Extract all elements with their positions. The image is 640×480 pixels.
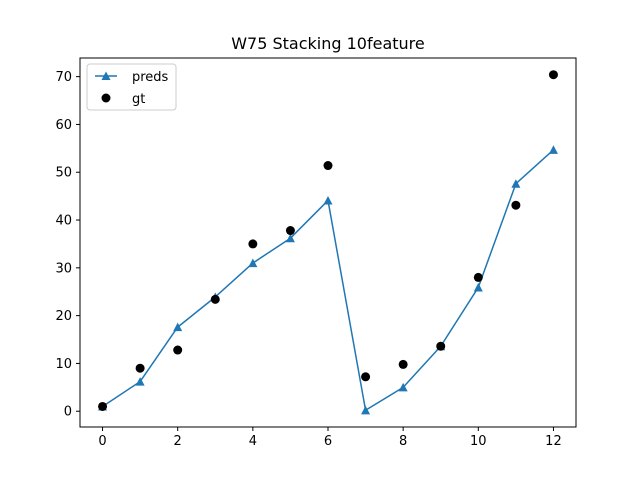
gt-point bbox=[436, 341, 446, 351]
x-tick-label: 12 bbox=[545, 434, 562, 449]
preds-point bbox=[323, 195, 333, 205]
y-tick-label: 50 bbox=[55, 166, 72, 181]
legend-gt-label: gt bbox=[132, 92, 145, 107]
y-tick-label: 60 bbox=[55, 118, 72, 133]
gt-point bbox=[473, 272, 483, 282]
gt-point bbox=[548, 70, 558, 80]
preds-point bbox=[548, 145, 558, 154]
gt-point bbox=[323, 161, 333, 171]
x-tick-label: 8 bbox=[399, 434, 407, 449]
legend-preds-label: preds bbox=[132, 70, 169, 85]
gt-point bbox=[285, 226, 295, 236]
x-axis: 0 2 4 6 8 10 12 bbox=[98, 427, 562, 449]
preds-point bbox=[473, 282, 483, 292]
legend-gt-circle-icon bbox=[101, 93, 111, 103]
preds-point bbox=[361, 405, 371, 415]
x-tick-label: 4 bbox=[249, 434, 257, 449]
y-tick-label: 40 bbox=[55, 214, 72, 229]
gt-point bbox=[248, 239, 258, 249]
gt-point bbox=[511, 200, 521, 210]
chart-title: W75 Stacking 10feature bbox=[231, 34, 425, 53]
y-tick-label: 20 bbox=[55, 309, 72, 324]
x-tick-label: 6 bbox=[324, 434, 332, 449]
gt-point bbox=[173, 345, 183, 355]
x-tick-label: 0 bbox=[98, 434, 106, 449]
y-tick-label: 70 bbox=[55, 70, 72, 85]
x-tick-label: 2 bbox=[174, 434, 182, 449]
y-tick-label: 0 bbox=[64, 405, 72, 420]
preds-series-line bbox=[102, 149, 554, 412]
plot-area bbox=[98, 70, 558, 415]
preds-point bbox=[248, 258, 258, 268]
y-tick-label: 30 bbox=[55, 261, 72, 276]
legend: preds gt bbox=[86, 63, 177, 111]
axes-frame bbox=[79, 57, 577, 428]
gt-point bbox=[135, 363, 145, 373]
y-axis: 0 10 20 30 40 50 60 70 bbox=[55, 70, 80, 420]
preds-point bbox=[135, 377, 145, 386]
preds-point bbox=[511, 179, 521, 188]
y-tick-label: 10 bbox=[55, 357, 72, 372]
x-tick-label: 10 bbox=[470, 434, 487, 449]
preds-point bbox=[285, 233, 295, 243]
gt-point bbox=[361, 372, 371, 382]
preds-point bbox=[398, 382, 408, 392]
legend-preds-triangle-icon bbox=[101, 71, 111, 80]
gt-point bbox=[210, 294, 220, 304]
gt-point bbox=[398, 359, 408, 369]
gt-point bbox=[98, 401, 108, 411]
preds-point bbox=[173, 322, 183, 332]
